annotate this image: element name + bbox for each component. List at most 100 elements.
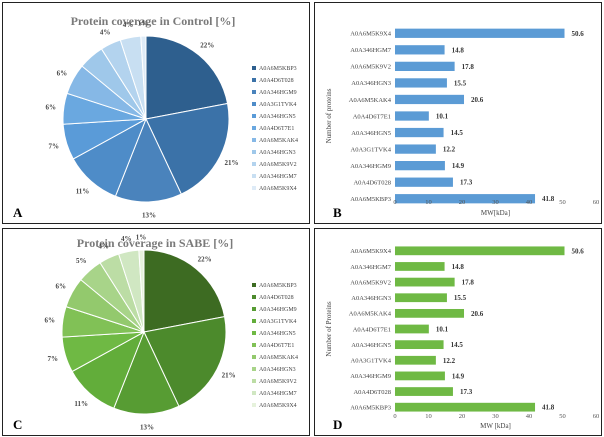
category-label: A0A346HGM7 [350, 264, 392, 271]
legend-label: A0A346HGM7 [259, 391, 297, 397]
pie-slice-A0A4D6T028 [145, 102, 230, 195]
legend-swatch [252, 114, 256, 118]
data-label: 17.8 [462, 63, 475, 71]
bar-chart-sabe: A0A6M5K9X4 50.6 A0A346HGM7 14.8 A0A6M5K9V2 17… [325, 246, 599, 432]
panel-a-pie-control: Protein coverage in Control [%] 22% 21% 13%… [2, 2, 310, 224]
legend-label: A0A6M5K9X4 [259, 403, 297, 409]
slice-label: 13% [140, 424, 154, 432]
category-label: A0A346HGM7 [350, 47, 392, 54]
legend-label: A0A346HGN5 [259, 114, 296, 120]
x-tick-label: 40 [526, 413, 533, 420]
y-axis-label: Number of Proteins [325, 301, 333, 356]
legend-label: A0A6M5K9X4 [259, 186, 297, 192]
x-tick-label: 50 [559, 413, 566, 420]
panel-letter: D [333, 417, 342, 432]
data-label: 50.6 [572, 30, 585, 38]
data-label: 41.8 [542, 404, 555, 412]
x-tick-label: 10 [425, 199, 432, 206]
slice-label: 11% [74, 400, 88, 408]
slice-label: 6% [56, 283, 67, 291]
data-label: 17.3 [460, 388, 473, 396]
x-tick-label: 20 [459, 413, 466, 420]
slice-label: 21% [222, 372, 236, 380]
slice-label: 7% [49, 142, 60, 150]
category-label: A0A6M5K9X4 [350, 31, 392, 38]
panel-d-bar-sabe: A0A6M5K9X4 50.6 A0A346HGM7 14.8 A0A6M5K9V2 17… [314, 228, 602, 436]
legend-label: A0A346HGM7 [259, 174, 297, 180]
legend-label: A0A4D6T028 [259, 78, 294, 84]
bar-A0A346HGM7 [395, 262, 445, 271]
legend-label: A0A4D6T7E1 [259, 126, 294, 132]
bar-A0A6M5KAK4 [395, 94, 465, 105]
legend-swatch [252, 403, 256, 407]
bar-A0A346HGN3 [395, 78, 447, 88]
data-label: 20.6 [471, 96, 484, 104]
bar-A0A346HGM9 [395, 371, 445, 381]
legend-swatch [252, 162, 256, 166]
category-label: A0A6M5KAK4 [349, 311, 392, 318]
bar-A0A346HGN5 [395, 127, 444, 138]
data-label: 15.5 [454, 79, 467, 87]
category-label: A0A6M5K9V2 [350, 64, 391, 71]
legend-swatch [252, 295, 256, 299]
category-label: A0A346HGM9 [350, 163, 391, 170]
bar-A0A6M5KBP3 [395, 194, 536, 204]
category-label: A0A346HGN3 [351, 295, 391, 302]
legend-label: A0A6M5KAK4 [259, 138, 298, 144]
x-tick-label: 40 [526, 199, 533, 206]
x-tick-label: 20 [459, 199, 466, 206]
category-label: A0A6M5KBP3 [350, 196, 391, 203]
category-label: A0A4D6T7E1 [353, 113, 391, 120]
pie-chart-sabe: Protein coverage in SABE [%] 22% 21% 13% 11%… [13, 234, 298, 433]
legend-swatch [252, 150, 256, 154]
legend-label: A0A346HGM9 [259, 307, 297, 313]
data-label: 12.2 [443, 146, 456, 154]
panel-b-bar-control: A0A6M5K9X4 50.6 A0A346HGM7 14.8 A0A6M5K9V2 17… [314, 2, 602, 224]
legend-swatch [252, 90, 256, 94]
x-tick-label: 10 [425, 413, 432, 420]
legend-label: A0A4D6T7E1 [259, 343, 294, 349]
bar-A0A6M5K9X4 [395, 246, 565, 256]
bar-A0A6M5KBP3 [395, 402, 536, 412]
category-label: A0A346HGN3 [351, 80, 391, 87]
data-label: 10.1 [436, 113, 449, 121]
legend-swatch [252, 283, 256, 287]
pie-chart-control: Protein coverage in Control [%] 22% 21% 13%… [13, 14, 298, 220]
category-label: A0A6M5K9X4 [350, 248, 392, 255]
legend-label: A0A6M5K9V2 [259, 379, 297, 385]
x-tick-label: 30 [492, 413, 499, 420]
legend-swatch [252, 307, 256, 311]
legend-swatch [252, 367, 256, 371]
data-label: 14.8 [452, 263, 465, 271]
legend-label: A0A4D6T028 [259, 295, 294, 301]
legend-label: A0A346HGN3 [259, 367, 296, 373]
slice-label: 21% [225, 159, 239, 167]
bar-chart-control: A0A6M5K9X4 50.6 A0A346HGM7 14.8 A0A6M5K9V2 17… [325, 28, 600, 220]
category-label: A0A3G1TVK4 [351, 146, 392, 153]
x-tick-label: 50 [559, 199, 566, 206]
slice-label: 5% [76, 257, 87, 265]
bar-A0A3G1TVK4 [395, 144, 436, 154]
y-axis-label: Number of proteins [325, 88, 333, 143]
legend-swatch [252, 102, 256, 106]
legend-label: A0A3G1TVK4 [259, 319, 296, 325]
panel-letter: B [333, 205, 342, 220]
legend-swatch [252, 343, 256, 347]
slice-label: 6% [57, 69, 68, 77]
legend-label: A0A346HGN5 [259, 331, 296, 337]
category-label: A0A346HGM9 [350, 373, 391, 380]
chart-title: Protein coverage in Control [%] [71, 14, 236, 28]
legend-label: A0A6M5KBP3 [259, 283, 297, 289]
legend-swatch [252, 174, 256, 178]
x-tick-label: 60 [593, 199, 600, 206]
pie-slice-A0A6M5KBP3 [145, 35, 229, 120]
slice-label: 4% [98, 243, 109, 251]
slice-label: 4% [100, 29, 111, 37]
x-tick-label: 30 [492, 199, 499, 206]
bar-A0A4D6T028 [395, 177, 453, 187]
legend-swatch [252, 186, 256, 190]
data-label: 14.8 [452, 46, 465, 54]
data-label: 14.9 [452, 162, 465, 170]
category-label: A0A346HGN5 [351, 342, 391, 349]
bar-A0A346HGN3 [395, 293, 447, 303]
